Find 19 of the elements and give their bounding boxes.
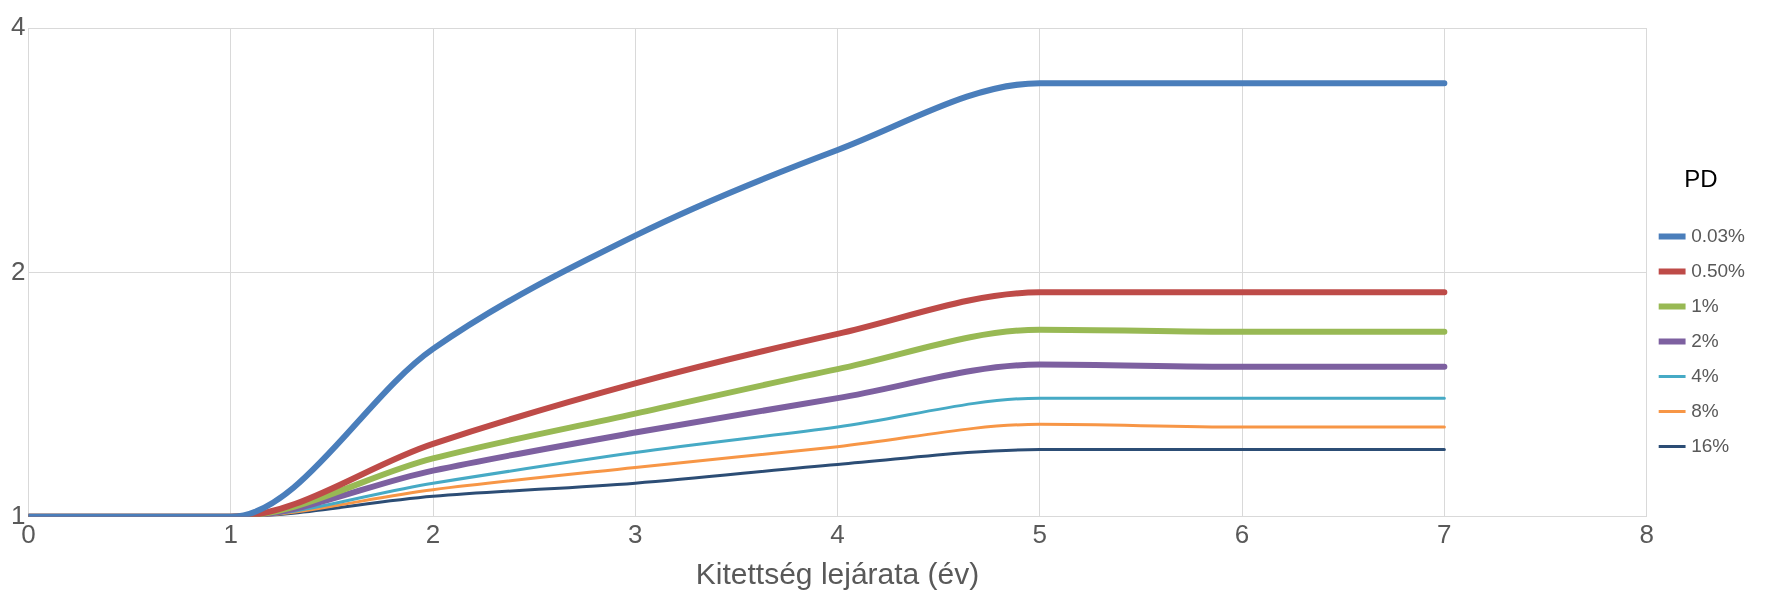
x-tick-label: 2 [425, 518, 441, 549]
legend-label: 4% [1691, 364, 1719, 386]
legend-title: PD [1684, 164, 1718, 192]
x-axis-title: Kitettség lejárata (év) [695, 557, 980, 591]
x-tick-label: 7 [1437, 518, 1452, 549]
legend-label: 1% [1691, 294, 1719, 316]
x-tick-label: 1 [223, 518, 238, 549]
y-tick-label: 2 [10, 255, 26, 286]
legend-label: 16% [1691, 434, 1730, 456]
x-tick-label: 3 [628, 518, 643, 549]
legend-label: 0.03% [1691, 224, 1746, 246]
x-tick-label: 4 [830, 518, 845, 549]
y-tick-label: 4 [10, 11, 26, 42]
x-tick-label: 6 [1234, 518, 1250, 549]
x-tick-label: 5 [1032, 518, 1048, 549]
legend-label: 0.50% [1691, 259, 1746, 281]
legend-label: 2% [1691, 329, 1719, 351]
legend-label: 8% [1691, 399, 1719, 421]
x-tick-label: 8 [1639, 518, 1654, 549]
